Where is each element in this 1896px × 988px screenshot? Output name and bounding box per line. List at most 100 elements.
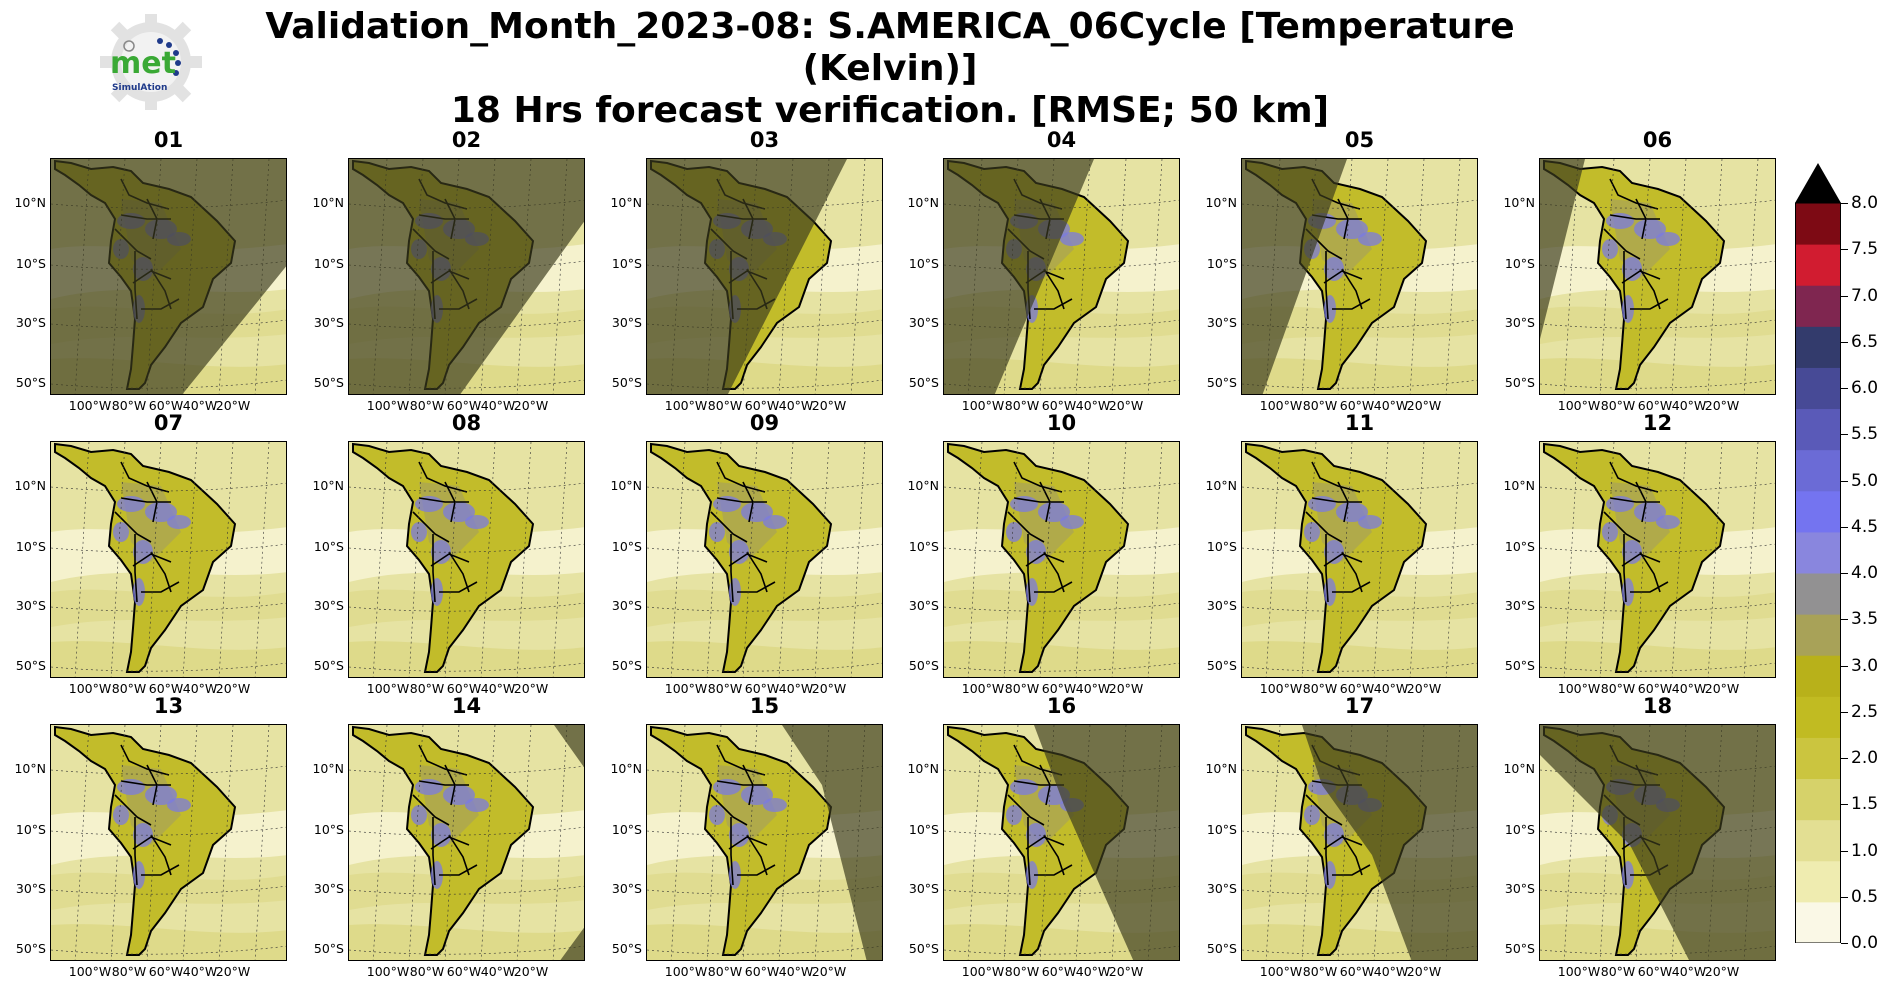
lat-label: 30°S [1504,315,1535,330]
lon-label: 100°W [1557,681,1601,696]
lon-label: 40°W [1671,964,1707,979]
lon-label: 20°W [811,681,847,696]
lon-label: 80°W [1004,398,1040,413]
panel-title: 06 [1642,128,1673,152]
lat-label: 10°N [1205,761,1237,776]
lon-label: 80°W [1302,398,1338,413]
lon-label: 20°W [1704,681,1740,696]
lon-label: 80°W [1302,964,1338,979]
lat-label: 10°N [14,761,46,776]
lon-label: 20°W [1704,398,1740,413]
colorbar-tickmark [1841,665,1848,667]
lon-label: 100°W [68,964,112,979]
lat-label: 50°S [1504,375,1535,390]
lon-label: 40°W [1075,964,1111,979]
map-frame [348,724,585,961]
lat-label: 30°S [313,881,344,896]
lat-label: 30°S [611,598,642,613]
lon-label: 60°W [1637,964,1673,979]
lat-label: 50°S [1206,658,1237,673]
colorbar-segment [1795,655,1841,697]
lon-label: 40°W [1671,681,1707,696]
colorbar-segment [1795,531,1841,574]
map-panel-15: 15 10°N 10°S 30°S 50°S 100°W 80°W 60°W 40°W 20°W [610,694,883,979]
lon-label: 80°W [707,964,743,979]
lon-label: 100°W [68,681,112,696]
map-frame [1241,158,1478,395]
lon-label: 60°W [148,964,184,979]
lat-label: 10°N [1205,195,1237,210]
panel-title: 17 [1344,694,1375,718]
lon-label: 20°W [215,398,251,413]
map-frame [1241,724,1478,961]
lon-label: 40°W [778,398,814,413]
lat-label: 30°S [1206,598,1237,613]
lat-label: 30°S [1206,315,1237,330]
lon-labels: 100°W 80°W 60°W 40°W 20°W [1539,964,1776,980]
colorbar-tickmark [1841,943,1848,944]
map-panel-01: 01 10°N 10°S 30°S 50°S 100°W 80°W 60°W 40°W 20°W [14,128,287,413]
lon-labels: 100°W 80°W 60°W 40°W 20°W [1241,964,1478,980]
colorbar-tickmark [1841,480,1848,482]
lon-label: 80°W [111,398,147,413]
lat-label: 10°S [908,539,939,554]
lon-label: 60°W [1637,681,1673,696]
lon-label: 60°W [1339,398,1375,413]
met-simulation-logo: met SimulAtion [96,10,206,114]
map-frame [943,724,1180,961]
lon-label: 100°W [961,964,1005,979]
lon-label: 40°W [1373,398,1409,413]
panel-title: 11 [1344,411,1375,435]
lon-label: 20°W [1108,964,1144,979]
lat-label: 30°S [908,315,939,330]
lat-label: 10°S [15,539,46,554]
lon-label: 40°W [480,964,516,979]
colorbar-tick-label: 3.0 [1851,655,1879,676]
lon-labels: 100°W 80°W 60°W 40°W 20°W [50,964,287,980]
lon-label: 80°W [111,964,147,979]
colorbar-tickmark [1841,341,1848,343]
lat-label: 50°S [15,375,46,390]
lat-label: 50°S [313,941,344,956]
colorbar-tickmark [1841,203,1848,204]
panel-title: 01 [153,128,184,152]
lon-labels: 100°W 80°W 60°W 40°W 20°W [646,398,883,414]
svg-text:SimulAtion: SimulAtion [112,83,167,93]
lat-label: 10°N [1503,195,1535,210]
lat-label: 10°N [610,478,642,493]
lon-label: 40°W [1373,964,1409,979]
colorbar-tick-label: 1.0 [1851,840,1879,861]
lon-labels: 100°W 80°W 60°W 40°W 20°W [50,681,287,697]
map-frame [646,158,883,395]
lon-labels: 100°W 80°W 60°W 40°W 20°W [1539,681,1776,697]
colorbar-segment [1795,408,1841,451]
lon-label: 100°W [1259,681,1303,696]
colorbar-segment [1795,326,1841,368]
lon-label: 60°W [1041,681,1077,696]
lat-label: 30°S [908,598,939,613]
lat-label: 50°S [15,941,46,956]
colorbar-tickmark [1841,388,1848,389]
lon-label: 40°W [182,398,218,413]
lat-label: 30°S [1206,881,1237,896]
lat-label: 10°S [1504,822,1535,837]
title-line-1: Validation_Month_2023-08: S.AMERICA_06Cy… [265,6,1515,89]
lat-label: 50°S [908,941,939,956]
map-panel-18: 18 10°N 10°S 30°S 50°S 100°W 80°W 60°W 40°W 20°W [1503,694,1776,979]
colorbar-tickmark [1841,850,1848,852]
lon-label: 20°W [215,681,251,696]
lat-label: 10°N [907,478,939,493]
lon-label: 40°W [480,681,516,696]
panel-title: 14 [451,694,482,718]
colorbar-tickmark [1841,526,1848,528]
map-frame [1539,724,1776,961]
map-frame [50,724,287,961]
lon-label: 20°W [1406,398,1442,413]
lat-label: 10°S [313,256,344,271]
map-frame [943,158,1180,395]
lon-label: 20°W [1704,964,1740,979]
panel-title: 03 [749,128,780,152]
lon-label: 100°W [366,964,410,979]
lon-labels: 100°W 80°W 60°W 40°W 20°W [348,964,585,980]
lon-label: 80°W [111,681,147,696]
